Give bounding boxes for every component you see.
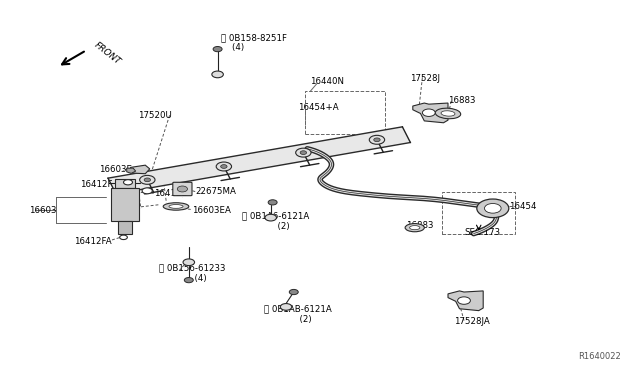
Text: 16440N: 16440N xyxy=(310,77,344,86)
Circle shape xyxy=(144,178,150,182)
Circle shape xyxy=(212,71,223,78)
Circle shape xyxy=(477,199,509,218)
Ellipse shape xyxy=(410,225,420,230)
Text: 16603EA: 16603EA xyxy=(192,206,231,215)
Circle shape xyxy=(142,188,152,194)
Text: 16412FA: 16412FA xyxy=(74,237,111,246)
Text: 16454: 16454 xyxy=(509,202,536,211)
Ellipse shape xyxy=(435,108,461,119)
Ellipse shape xyxy=(163,203,189,210)
Text: SEC.173: SEC.173 xyxy=(464,228,500,237)
Polygon shape xyxy=(127,168,136,173)
Polygon shape xyxy=(108,127,410,194)
Polygon shape xyxy=(413,103,448,123)
Text: 17520U: 17520U xyxy=(138,111,172,120)
Circle shape xyxy=(458,297,470,304)
FancyBboxPatch shape xyxy=(173,182,192,196)
Bar xyxy=(442,192,515,234)
Bar xyxy=(305,91,385,134)
Text: 16603: 16603 xyxy=(29,206,56,215)
Text: 16603E: 16603E xyxy=(99,165,132,174)
Text: 16412E: 16412E xyxy=(154,189,187,198)
Text: Ⓑ 0B1A6-6121A
      (2): Ⓑ 0B1A6-6121A (2) xyxy=(241,212,309,231)
Circle shape xyxy=(265,214,276,221)
Circle shape xyxy=(280,304,292,310)
Circle shape xyxy=(268,200,277,205)
Text: Ⓑ 0B156-61233
      (4): Ⓑ 0B156-61233 (4) xyxy=(159,264,225,283)
Circle shape xyxy=(422,109,435,116)
Polygon shape xyxy=(118,221,132,234)
Circle shape xyxy=(369,135,385,144)
Text: FRONT: FRONT xyxy=(93,41,123,67)
Polygon shape xyxy=(131,165,150,174)
Circle shape xyxy=(177,186,188,192)
Circle shape xyxy=(221,165,227,169)
Circle shape xyxy=(296,148,311,157)
Circle shape xyxy=(124,180,132,185)
Text: Ⓑ 0B1AB-6121A
      (2): Ⓑ 0B1AB-6121A (2) xyxy=(264,305,332,324)
Text: 16454+A: 16454+A xyxy=(298,103,338,112)
Text: 16883: 16883 xyxy=(448,96,476,105)
Circle shape xyxy=(184,278,193,283)
Circle shape xyxy=(140,175,155,184)
Ellipse shape xyxy=(169,205,183,208)
Text: 16412F: 16412F xyxy=(80,180,113,189)
Circle shape xyxy=(213,46,222,52)
Circle shape xyxy=(216,162,232,171)
Circle shape xyxy=(289,289,298,295)
Text: 22675MA: 22675MA xyxy=(195,187,236,196)
Text: 17528JA: 17528JA xyxy=(454,317,490,326)
Circle shape xyxy=(183,259,195,266)
Text: 17528J: 17528J xyxy=(410,74,440,83)
Circle shape xyxy=(300,151,307,154)
Ellipse shape xyxy=(405,224,424,232)
Text: Ⓑ 0B158-8251F
    (4): Ⓑ 0B158-8251F (4) xyxy=(221,33,287,52)
Text: 16883: 16883 xyxy=(406,221,434,230)
Circle shape xyxy=(120,235,127,240)
Circle shape xyxy=(374,138,380,142)
Circle shape xyxy=(484,203,501,213)
Text: R1640022: R1640022 xyxy=(578,352,621,361)
Ellipse shape xyxy=(441,111,455,116)
Polygon shape xyxy=(115,179,134,188)
Polygon shape xyxy=(111,188,139,221)
Polygon shape xyxy=(448,291,483,311)
